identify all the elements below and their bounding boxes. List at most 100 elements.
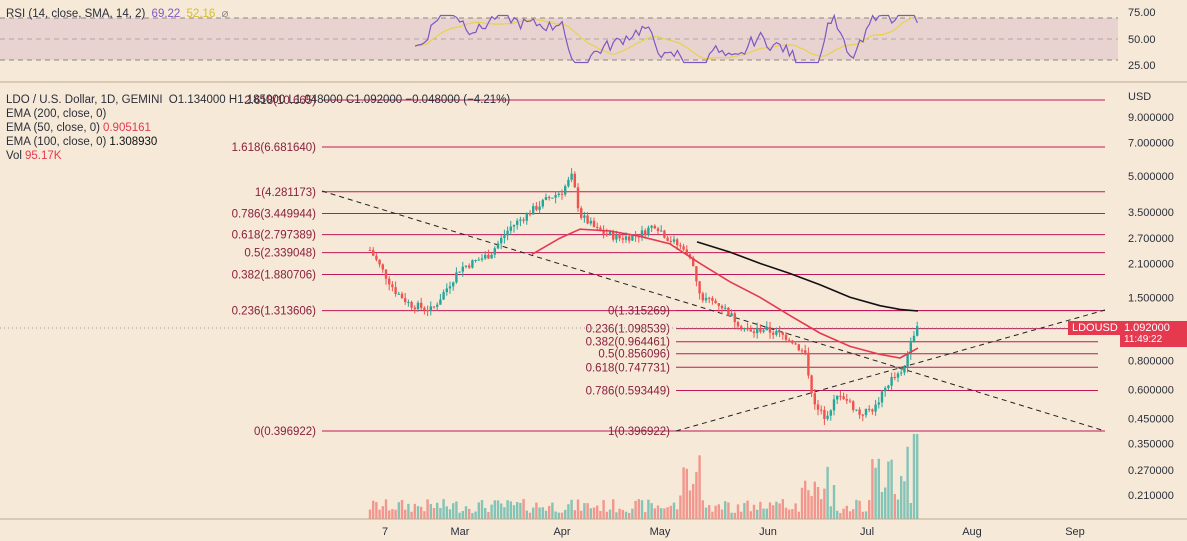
time-axis[interactable]: 7 Mar Apr May Jun Jul Aug Sep bbox=[382, 526, 1085, 538]
ema200-row[interactable]: EMA (200, close, 0) bbox=[6, 107, 510, 121]
price-tick: 7.000000 bbox=[1128, 137, 1174, 149]
trendline-ascending[interactable] bbox=[675, 309, 1106, 432]
volume-bar bbox=[525, 510, 528, 519]
candle-body bbox=[704, 297, 708, 301]
candle-body bbox=[909, 342, 912, 354]
volume-bar bbox=[682, 467, 685, 519]
candle-body bbox=[775, 330, 778, 335]
volume-bar bbox=[816, 487, 820, 519]
volume-bar bbox=[906, 446, 909, 519]
volume-bar bbox=[810, 496, 813, 519]
candle-body bbox=[868, 408, 871, 410]
volume-bar bbox=[692, 483, 695, 519]
time-tick: Jun bbox=[759, 526, 777, 538]
candle-body bbox=[666, 237, 669, 241]
volume-bar bbox=[557, 512, 560, 519]
candle-body bbox=[832, 399, 836, 411]
volume-bar bbox=[442, 499, 445, 519]
candle-body bbox=[730, 313, 733, 317]
candle-body bbox=[400, 293, 404, 299]
ema100-row[interactable]: EMA (100, close, 0) 1.308930 bbox=[6, 135, 510, 149]
candle-body bbox=[375, 255, 378, 260]
volume-bar bbox=[519, 502, 522, 519]
volume-bar bbox=[669, 505, 672, 519]
volume-bar bbox=[836, 510, 839, 519]
candle-body bbox=[576, 187, 580, 209]
volume-bar bbox=[740, 511, 743, 519]
volume-bar bbox=[852, 509, 855, 519]
volume-bar bbox=[631, 508, 634, 519]
ema100-label: EMA (100, close, 0) bbox=[6, 136, 107, 148]
volume-bar bbox=[727, 502, 730, 519]
volume-bar bbox=[656, 505, 660, 519]
candle-body bbox=[893, 377, 896, 378]
volume-bar bbox=[381, 506, 384, 519]
volume-bar bbox=[628, 512, 631, 519]
volume-bar bbox=[890, 459, 893, 519]
volume-bar bbox=[909, 503, 912, 519]
volume-label: Vol bbox=[6, 150, 22, 162]
candle-body bbox=[522, 219, 525, 221]
volume-bar bbox=[896, 499, 900, 519]
candle-body bbox=[720, 305, 724, 309]
symbol-title[interactable]: LDO / U.S. Dollar, 1D, GEMINI bbox=[6, 94, 163, 106]
volume-bar bbox=[452, 503, 455, 519]
volume-bar bbox=[484, 508, 487, 519]
volume-bar bbox=[871, 459, 874, 519]
volume-bar bbox=[903, 481, 906, 519]
fib-lower-label: 0.236(1.098539) bbox=[586, 324, 671, 336]
symbol-row: LDO / U.S. Dollar, 1D, GEMINI O1.134000 … bbox=[6, 93, 510, 107]
fib-lower-label: 0.382(0.964461) bbox=[586, 337, 671, 349]
rsi-legend: RSI (14, close, SMA, 14, 2) 69.22 52.16 … bbox=[6, 7, 228, 21]
candle-body bbox=[861, 414, 864, 416]
price-axis[interactable]: 9.000000 7.000000 5.000000 3.500000 2.700000… bbox=[1128, 112, 1174, 502]
fib-upper-label: 0.5(2.339048) bbox=[244, 248, 316, 260]
trendline-descending[interactable] bbox=[321, 190, 1106, 432]
volume-bar bbox=[765, 508, 768, 519]
volume-bar bbox=[445, 506, 448, 519]
candle-body bbox=[653, 225, 656, 229]
candle-body bbox=[906, 353, 909, 367]
candle-body bbox=[791, 340, 794, 344]
candle-body bbox=[660, 230, 663, 232]
candle-body bbox=[762, 330, 765, 332]
volume-bar bbox=[791, 509, 794, 519]
volume-bar bbox=[823, 488, 826, 519]
volume-bar bbox=[644, 512, 647, 519]
price-tick: 0.800000 bbox=[1128, 356, 1174, 368]
ema200-label: EMA (200, close, 0) bbox=[6, 108, 107, 120]
rsi-line bbox=[414, 13, 918, 64]
price-legend: LDO / U.S. Dollar, 1D, GEMINI O1.134000 … bbox=[6, 93, 510, 163]
volume-bar bbox=[772, 505, 775, 519]
ema50-value: 0.905161 bbox=[102, 122, 151, 134]
candle-body bbox=[768, 326, 772, 333]
candle-body bbox=[669, 240, 672, 242]
volume-bar bbox=[855, 499, 858, 519]
visibility-icon[interactable]: ⌀ bbox=[221, 8, 229, 20]
volume-bar bbox=[464, 506, 468, 519]
volume-bar bbox=[605, 511, 608, 519]
fib-upper-label: 0.786(3.449944) bbox=[232, 209, 317, 221]
fib-upper-label: 0.618(2.797389) bbox=[232, 230, 317, 242]
volume-bar bbox=[586, 503, 589, 519]
candle-body bbox=[756, 328, 759, 333]
candle-body bbox=[772, 332, 775, 335]
ema50-row[interactable]: EMA (50, close, 0) 0.905161 bbox=[6, 121, 510, 135]
candle-body bbox=[813, 393, 816, 405]
candle-body bbox=[596, 226, 599, 228]
candle-body bbox=[877, 402, 880, 405]
price-tick: 2.100000 bbox=[1128, 258, 1174, 270]
price-tick: 0.350000 bbox=[1128, 439, 1174, 451]
volume-bar bbox=[596, 505, 599, 519]
volume-bar bbox=[404, 509, 407, 519]
candle-body bbox=[621, 238, 624, 240]
volume-bar bbox=[679, 495, 682, 519]
volume-row[interactable]: Vol 95.17K bbox=[6, 149, 510, 163]
volume-bar bbox=[426, 499, 429, 519]
volume-bar bbox=[551, 502, 554, 519]
candle-body bbox=[487, 254, 490, 259]
volume-bar bbox=[916, 434, 919, 519]
candle-body bbox=[381, 264, 384, 270]
candle-body bbox=[717, 303, 720, 306]
